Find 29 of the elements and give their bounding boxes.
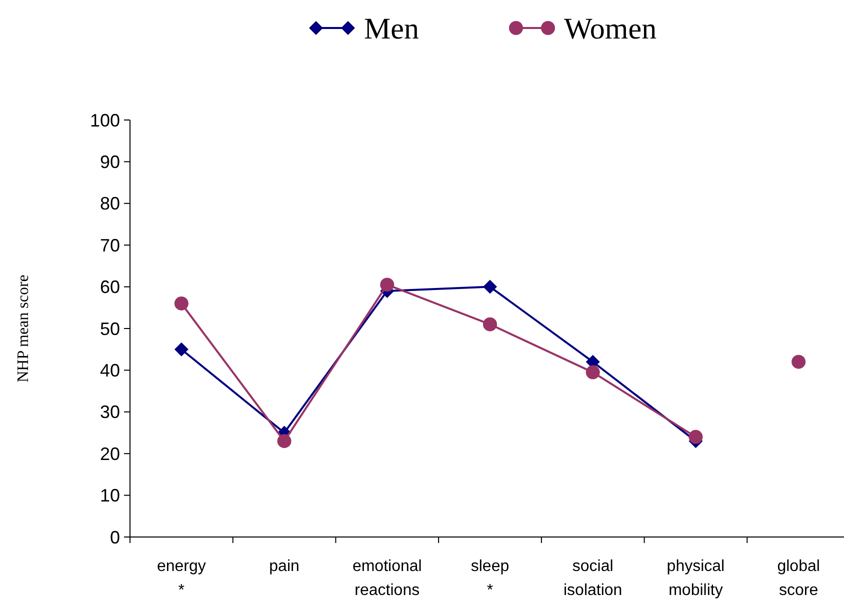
y-tick-label: 20: [100, 444, 120, 464]
y-tick-label: 100: [90, 110, 120, 130]
x-tick-label: global score: [777, 558, 820, 599]
y-axis-title: NHP mean score: [15, 274, 32, 382]
y-tick-label: 10: [100, 486, 120, 506]
x-tick-label: pain: [269, 558, 300, 575]
point: [380, 278, 394, 292]
legend-label: Women: [564, 12, 657, 46]
y-tick-label: 40: [100, 360, 120, 380]
x-tick-label: emotional reactions: [352, 558, 422, 599]
x-tick-label: physical mobility: [666, 558, 725, 599]
y-tick-label: 60: [100, 277, 120, 298]
y-tick-label: 90: [100, 152, 120, 172]
point: [174, 342, 188, 356]
y-tick-label: 30: [100, 402, 120, 422]
point: [483, 280, 497, 294]
y-tick-label: 50: [100, 318, 120, 339]
point: [688, 430, 703, 444]
x-tick-label: energy *: [156, 558, 206, 599]
y-tick-label: 0: [110, 527, 120, 548]
legend-label: Men: [364, 12, 419, 46]
point: [483, 317, 497, 332]
point: [277, 434, 292, 448]
point: [174, 296, 188, 310]
x-tick-label: social isolation: [564, 558, 622, 599]
y-tick-label: 80: [100, 194, 120, 214]
y-tick-label: 70: [100, 235, 120, 256]
point: [586, 365, 600, 380]
x-tick-label: sleep *: [470, 558, 510, 599]
